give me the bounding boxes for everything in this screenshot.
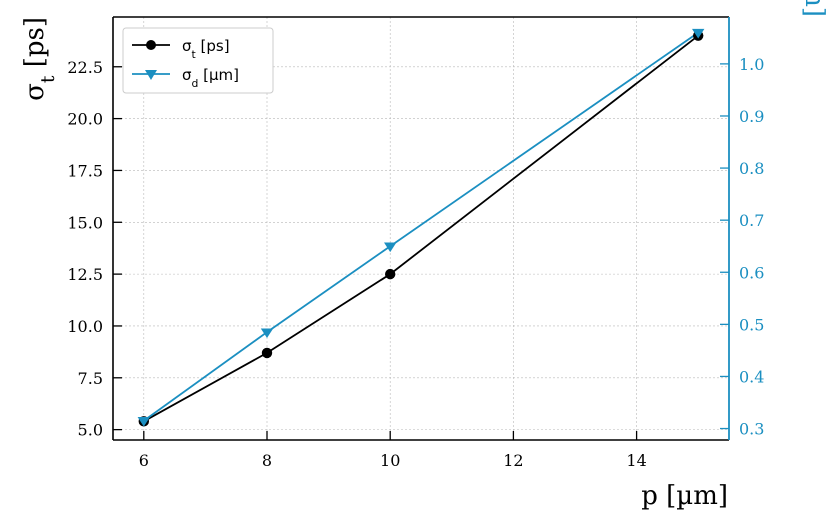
x-tick-label: 14	[626, 451, 646, 470]
axes-layer: 6 8 10 12 14 5.0 7.5 10.0 12.5 15.0 17.5 20.0 22.5 0.…	[20, 0, 829, 511]
y-left-tick-label: 17.5	[67, 161, 103, 180]
y-left-tick-label: 15.0	[67, 213, 103, 232]
grid-layer	[113, 17, 729, 440]
x-axis-title: p [µm]	[641, 481, 728, 511]
data-point-sigma-t	[385, 268, 396, 280]
series-line-sigma-t	[143, 34, 699, 423]
y-right-tick-label: 0.6	[739, 263, 764, 282]
x-tick-label: 6	[139, 451, 149, 470]
y-left-tick-label: 20.0	[67, 110, 103, 129]
legend-label-sigma-t: σt [ps]	[182, 37, 230, 61]
x-tick-label: 12	[503, 451, 523, 470]
data-point-sigma-d	[384, 242, 397, 253]
y-right-tick-label: 0.7	[739, 211, 764, 230]
series-line-sigma-d	[143, 31, 699, 422]
y-right-tick-label: 0.9	[739, 107, 764, 126]
y-left-tick-label: 10.0	[67, 317, 103, 336]
y-right-tick-label: 0.8	[739, 159, 764, 178]
legend-label-sigma-d: σd [µm]	[182, 66, 239, 90]
data-point-sigma-d	[692, 28, 705, 39]
legend-marker-sigma-t	[146, 40, 156, 50]
y-right-tick-label: 0.3	[739, 420, 764, 439]
y-right-axis-title: σd [µm]	[791, 0, 830, 17]
data-point-sigma-t	[261, 347, 273, 359]
series-layer	[137, 28, 705, 427]
y-left-tick-label: 7.5	[78, 369, 103, 388]
y-left-tick-label: 5.0	[78, 421, 103, 440]
legend-marker-sigma-d	[145, 70, 157, 80]
data-point-sigma-d	[137, 417, 150, 427]
data-point-sigma-d	[260, 328, 274, 339]
y-right-tick-label: 0.5	[739, 315, 764, 334]
x-tick-label: 10	[380, 451, 400, 470]
y-left-tick-label: 22.5	[67, 58, 103, 77]
legend: σt [ps] σd [µm]	[122, 27, 274, 94]
y-right-tick-label: 0.4	[739, 367, 764, 386]
y-right-tick-label: 1.0	[739, 55, 764, 74]
y-left-axis-title: σt [ps]	[20, 17, 59, 101]
y-left-tick-label: 12.5	[67, 265, 103, 284]
x-tick-label: 8	[262, 451, 272, 470]
